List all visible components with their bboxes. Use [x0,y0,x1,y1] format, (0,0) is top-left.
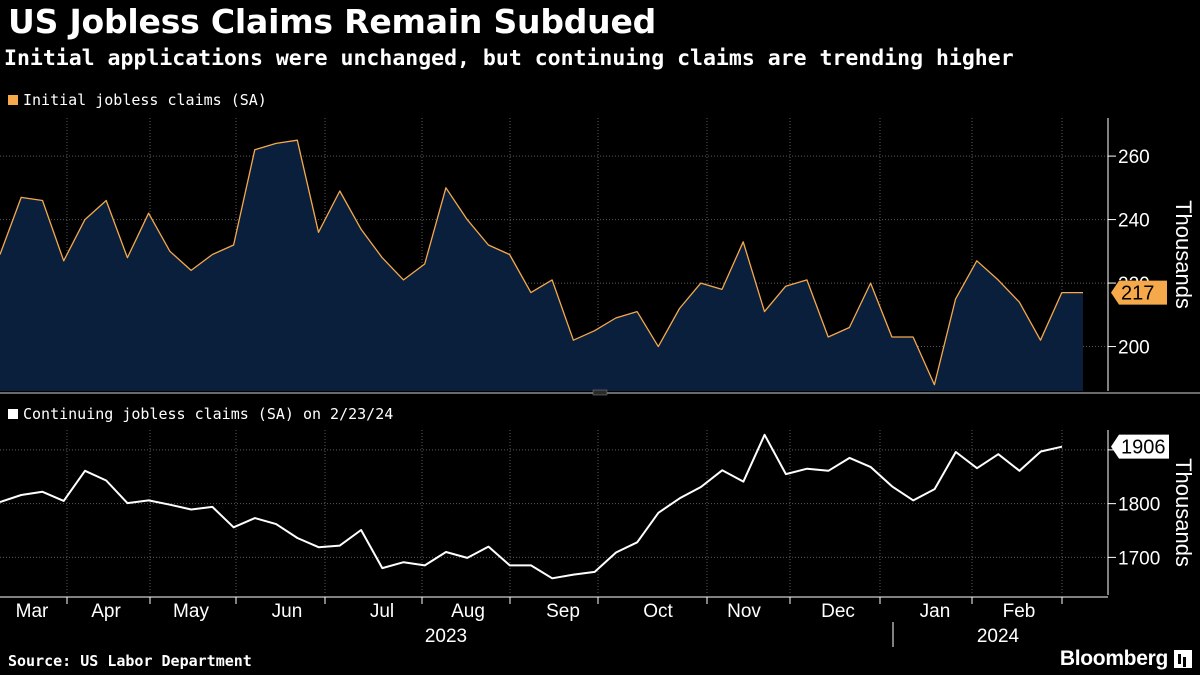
legend-swatch-initial-claims [8,95,18,105]
bloomberg-terminal-icon [1174,650,1192,668]
month-label-mar: Mar [16,601,49,622]
month-label-sep: Sep [546,601,580,622]
year-label-2023: 2023 [425,626,467,647]
month-label-nov: Nov [727,601,761,622]
x-axis: Mar Apr May Jun Jul Aug Sep Oct Nov Dec Jan Feb 2023… [0,596,1108,647]
month-label-oct: Oct [643,601,673,622]
y-axis-title-initial: Thousands [1171,200,1196,309]
legend-label-continuing-claims: Continuing jobless claims (SA) on 2/23/2… [23,405,394,423]
source-note: Source: US Labor Department [8,652,252,670]
bloomberg-logo: Bloomberg [1059,647,1168,670]
month-label-feb: Feb [1003,601,1036,622]
area-fill-initial [0,140,1083,391]
ytick-label-continuing-1800: 1800 [1118,495,1160,516]
month-label-may: May [173,601,209,622]
chart-subtitle: Initial applications were unchanged, but… [4,46,1014,71]
legend-swatch-continuing-claims [8,409,18,419]
month-label-dec: Dec [821,601,855,622]
panel-resize-handle [592,389,608,396]
chart-title: US Jobless Claims Remain Subdued [8,2,657,41]
month-label-jun: Jun [272,601,303,622]
ytick-label-initial-260: 260 [1118,147,1150,168]
last-value-label-initial: 217 [1121,283,1154,305]
month-label-jul: Jul [370,601,394,622]
series-line-continuing [0,433,1063,580]
ytick-label-initial-200: 200 [1118,338,1150,359]
legend-continuing-claims: Continuing jobless claims (SA) on 2/23/2… [8,405,393,423]
month-label-aug: Aug [451,601,485,622]
last-value-tag-continuing [1111,434,1169,459]
y-axis-title-continuing: Thousands [1171,458,1196,567]
continuing-claims-panel: 170018001900Thousands1906 [0,430,1196,595]
initial-claims-panel: 200220240260Thousands217 [0,118,1200,396]
legend-label-initial-claims: Initial jobless claims (SA) [23,91,267,109]
ytick-label-continuing-1700: 1700 [1118,548,1160,569]
series-line-initial [0,139,1083,386]
month-label-apr: Apr [91,601,121,622]
last-value-label-continuing: 1906 [1121,437,1166,459]
last-value-tag-initial [1111,280,1167,305]
ytick-label-initial-240: 240 [1118,211,1150,232]
legend-initial-claims: Initial jobless claims (SA) [8,91,267,109]
year-label-2024: 2024 [977,626,1020,647]
month-label-jan: Jan [920,601,951,622]
